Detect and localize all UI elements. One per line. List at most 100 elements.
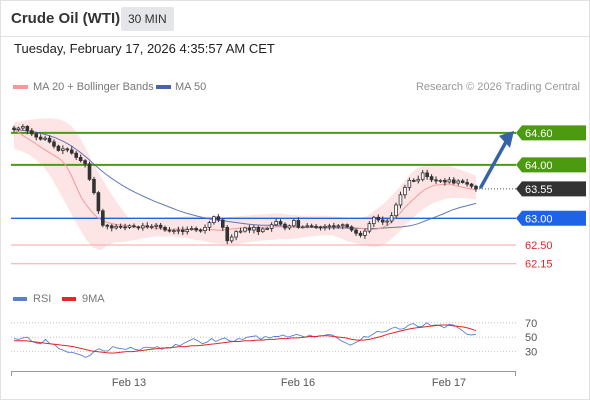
candle [185,226,190,235]
research-credit: Research © 2026 Trading Central [416,81,580,93]
candle [345,223,349,229]
candle [118,223,123,229]
candle [451,176,456,185]
ma50-line [13,129,477,229]
rsi-tick-label: 70 [525,318,537,330]
candle [87,161,92,182]
candlestick-series [12,124,478,245]
rsi-ma-legend-swatch [62,297,76,301]
rsi-legend: RSI 9MA [13,293,105,305]
candle [52,139,56,149]
x-axis-label: Feb 16 [281,377,315,389]
projection-arrow-shaft [479,140,508,189]
svg-text:63.00: 63.00 [525,213,553,225]
candle [283,222,287,231]
candle [274,218,278,227]
candle [172,228,176,235]
candle [292,218,296,228]
candle [43,135,47,141]
candle [158,222,163,230]
chart-timestamp: Tuesday, February 17, 2026 4:35:57 AM CE… [14,41,275,56]
candle [145,222,150,229]
candle [220,218,225,232]
candle [163,225,167,232]
svg-text:63.55: 63.55 [525,184,553,196]
candle [234,230,238,241]
candle [438,179,443,183]
ma50-legend-label: MA 50 [175,81,206,93]
candle [425,169,429,180]
candle [260,227,265,233]
candle [314,223,318,230]
candle [474,184,478,192]
candle [372,215,376,228]
candle [443,178,447,186]
instrument-title: Crude Oil (WTI) [11,10,121,27]
candle [229,234,234,244]
level-tag-resistance[interactable]: 64.60 [516,125,586,141]
level-tag-price[interactable]: 63.55 [516,181,586,197]
candle [225,225,230,245]
candle [56,144,61,152]
candle [69,146,74,155]
candle [149,224,154,230]
level-tag-support[interactable]: 62.15 [525,259,553,271]
candle [212,215,216,225]
candle [300,225,305,229]
candle [74,150,78,160]
candle [34,132,39,141]
candle [83,159,87,168]
candle [309,223,314,228]
ma20-legend-label: MA 20 + Bollinger Bands [33,81,154,93]
candle [278,219,283,226]
candle [176,226,181,235]
candle [203,224,207,234]
x-axis-labels: Feb 13 Feb 16 Feb 17 [112,377,466,389]
candle [358,231,363,238]
ma20-legend-swatch [13,85,28,89]
chart-header: Crude Oil (WTI) 30 MIN [0,0,590,36]
candle [420,170,425,182]
rsi-legend-swatch [13,297,27,301]
candle [167,227,172,233]
candle [154,223,158,230]
rsi-ma-legend-label: 9MA [82,293,105,305]
price-level-tags[interactable]: 64.60 64.00 63.55 63.00 62.50 62.15 [516,125,586,271]
candle [127,224,132,230]
candle [380,216,385,225]
candle [403,184,407,199]
candle [429,174,434,183]
candle [456,179,461,186]
candle [269,222,274,232]
candle [354,228,358,236]
level-tag-support[interactable]: 62.50 [525,240,553,252]
candle [47,135,52,144]
candle [336,224,341,229]
candle [340,223,345,230]
candle [363,228,367,239]
projection-arrow [479,130,514,189]
candle [394,202,398,219]
candle [460,179,465,184]
candle [465,178,469,187]
svg-text:62.50: 62.50 [525,240,553,252]
level-tag-pivot[interactable]: 63.00 [516,210,586,226]
candle [469,182,474,189]
timeframe-button[interactable]: 30 MIN [121,7,174,31]
rsi-lines [13,322,477,358]
candle [305,223,309,229]
candle [29,128,34,137]
candle [96,191,101,214]
ma50-legend-swatch [156,85,171,89]
candle [38,134,43,141]
candle [287,224,292,230]
candle [16,126,21,132]
candle [256,225,261,235]
candle [194,226,198,233]
rsi-tick-label: 50 [525,332,537,344]
level-tag-resistance[interactable]: 64.00 [516,157,586,173]
candle [92,176,96,195]
rsi-line [13,322,477,358]
candle [105,223,110,230]
x-axis-label: Feb 17 [432,377,466,389]
